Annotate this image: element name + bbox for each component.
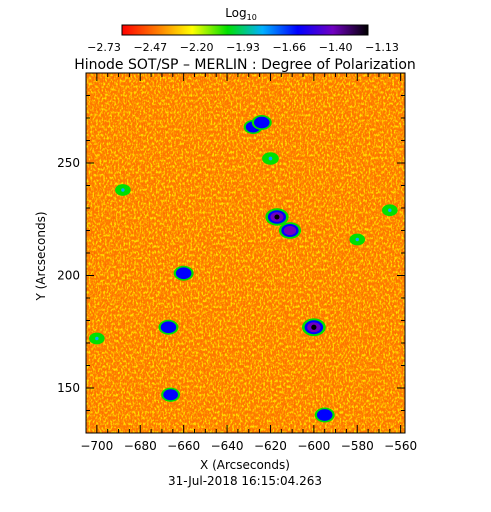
colorbar-label: Log10 <box>225 6 257 22</box>
x-tick-label: −600 <box>297 439 330 453</box>
x-axis: −700 −680 −660 −640 −620 −600 −580 −560 <box>80 73 417 453</box>
polarization-feature <box>173 265 194 281</box>
feature-core <box>168 392 173 397</box>
polarization-feature <box>265 208 289 226</box>
polarization-feature <box>161 387 181 402</box>
colorbar-tick-label: −2.47 <box>133 41 167 54</box>
plot-area <box>86 73 405 433</box>
feature-core <box>388 208 392 212</box>
colorbar-tick-labels: −2.73 −2.47 −2.20 −1.93 −1.66 −1.40 −1.13 <box>87 41 399 54</box>
x-tick-label: −560 <box>384 439 417 453</box>
polarization-feature <box>262 152 279 165</box>
feature-core <box>166 325 171 330</box>
y-axis: 150 200 250 <box>57 72 405 411</box>
feature-core <box>311 324 317 330</box>
colorbar-label-text: Log <box>225 6 246 20</box>
colorbar-tick-label: −1.40 <box>319 41 353 54</box>
polarization-feature <box>89 332 105 345</box>
feature-core <box>95 336 99 341</box>
feature-core <box>274 214 280 220</box>
polarization-feature <box>314 407 335 423</box>
polarization-feature <box>158 319 179 335</box>
feature-core <box>355 237 359 242</box>
feature-core <box>259 120 264 125</box>
colorbar-label-subscript: 10 <box>247 13 257 22</box>
colorbar-tick-label: −1.93 <box>226 41 260 54</box>
feature-core <box>322 412 327 418</box>
polarization-feature <box>301 318 326 337</box>
polarization-feature <box>382 204 398 217</box>
polarization-feature <box>251 115 272 130</box>
polarization-features <box>89 115 398 423</box>
feature-core <box>181 271 186 276</box>
feature-core <box>268 156 273 161</box>
feature-core <box>287 228 293 233</box>
x-tick-label: −580 <box>341 439 374 453</box>
polarization-feature <box>115 184 131 196</box>
colorbar-tick-label: −1.13 <box>365 41 399 54</box>
y-axis-label: Y (Arcseconds) <box>34 211 48 301</box>
chart-title: Hinode SOT/SP – MERLIN : Degree of Polar… <box>74 57 416 73</box>
feature-core <box>121 188 125 192</box>
x-tick-label: −700 <box>80 439 113 453</box>
date-label: 31-Jul-2018 16:15:04.263 <box>168 474 322 488</box>
colorbar-tick-label: −2.73 <box>87 41 121 54</box>
x-tick-label: −620 <box>254 439 287 453</box>
y-tick-label: 200 <box>57 269 80 283</box>
x-tick-label: −680 <box>124 439 157 453</box>
polarization-feature <box>278 222 302 239</box>
y-tick-label: 250 <box>57 156 80 170</box>
polarization-feature <box>349 233 366 246</box>
colorbar <box>121 24 369 36</box>
x-axis-label: X (Arcseconds) <box>200 458 290 472</box>
colorbar-tick-label: −1.66 <box>272 41 306 54</box>
x-tick-label: −640 <box>211 439 244 453</box>
x-tick-label: −660 <box>167 439 200 453</box>
colorbar-tick-label: −2.20 <box>180 41 214 54</box>
heatmap-texture-light <box>86 73 405 433</box>
y-tick-label: 150 <box>57 381 80 395</box>
